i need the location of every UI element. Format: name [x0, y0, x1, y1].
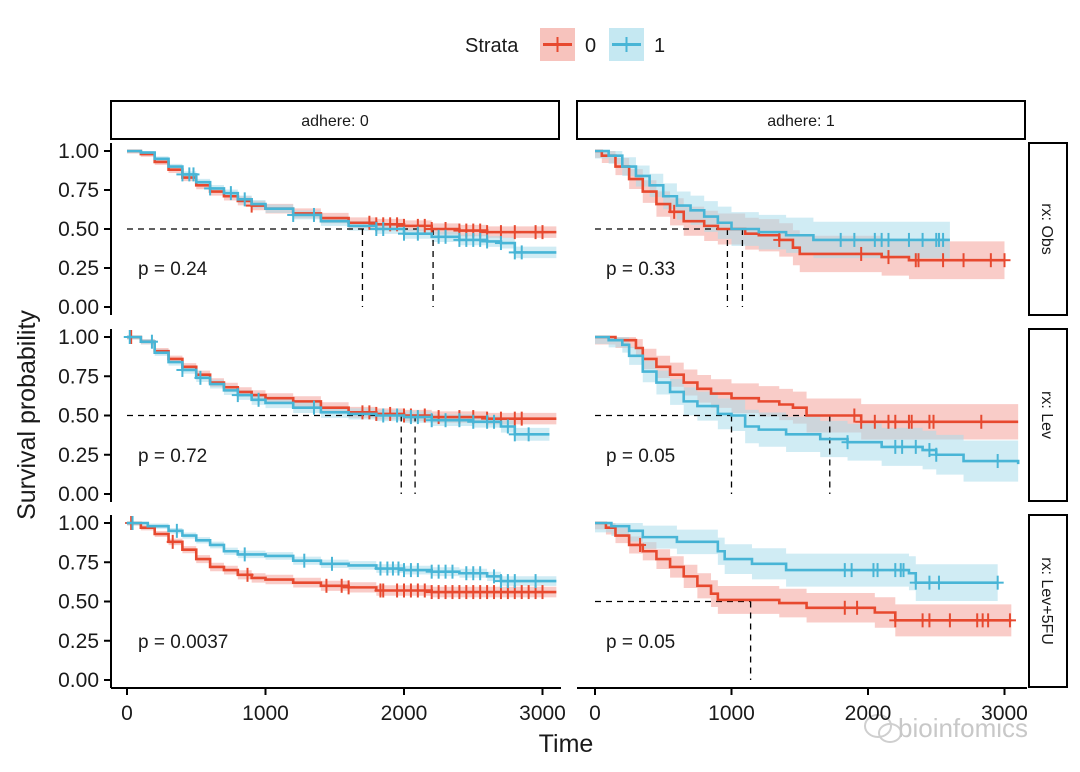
panels: p = 0.24 0.00 0.25 0.50 0.75 1.00 p = 0.33 p = … — [58, 140, 1028, 725]
watermark-text: bioinfomics — [898, 713, 1028, 743]
row-strip-0: rx: Obs — [1028, 142, 1068, 316]
x-tick-label: 0 — [589, 702, 601, 725]
p-value-label: p = 0.05 — [606, 446, 675, 467]
survival-curve-strata-1 — [595, 521, 998, 584]
column-strip-0: adhere: 0 — [110, 100, 560, 140]
ci-band-strata-1 — [127, 523, 557, 586]
wechat-icon — [864, 714, 892, 738]
column-strip-0-box — [110, 100, 560, 140]
x-tick-label: 3000 — [981, 702, 1028, 725]
legend-label-1: 1 — [654, 35, 665, 57]
y-tick-label: 0.50 — [58, 405, 99, 428]
column-strip-1-box — [576, 100, 1026, 140]
y-tick-label: 0.50 — [58, 218, 99, 241]
survival-curve-strata-0 — [595, 149, 1005, 262]
column-strip-1-label: adhere: 1 — [767, 113, 835, 130]
y-tick-label: 1.00 — [58, 140, 99, 163]
panel-r2-c1: p = 0.05 0 1000 2000 3000 — [577, 521, 1028, 725]
column-strip-1: adhere: 1 — [576, 100, 1026, 140]
panel-r2-c0: p = 0.0037 0.00 0.25 0.50 0.75 1.00 0 1000 2000 3… — [58, 512, 566, 725]
y-axis-title: Survival probability — [13, 310, 41, 520]
y-tick-label: 0.25 — [58, 630, 99, 653]
x-tick-label: 1000 — [242, 702, 289, 725]
ci-band-strata-0 — [595, 337, 1019, 440]
survival-curve-strata-0 — [595, 521, 1012, 622]
y-tick-label: 0.50 — [58, 591, 99, 614]
survival-curve-strata-0 — [127, 521, 557, 594]
y-tick-label: 0.00 — [58, 296, 99, 319]
row-strip-2-label: rx: Lev+5FU — [1038, 557, 1055, 645]
survival-curve-strata-1 — [127, 335, 550, 436]
legend-label-0: 0 — [585, 35, 596, 57]
p-value-label: p = 0.33 — [606, 259, 675, 280]
x-tick-label: 2000 — [381, 702, 428, 725]
ci-band-strata-0 — [595, 523, 1012, 637]
survival-curve-strata-1 — [127, 521, 557, 583]
survival-curve-strata-0 — [595, 335, 1019, 424]
ci-band-strata-1 — [595, 151, 950, 259]
ci-band-strata-1 — [127, 151, 557, 259]
panel-r0-c1: p = 0.33 — [595, 149, 1011, 307]
panel-r1-c1: p = 0.05 — [595, 335, 1020, 494]
y-tick-label: 0.25 — [58, 444, 99, 467]
p-value-label: p = 0.0037 — [138, 632, 228, 653]
row-strip-2: rx: Lev+5FU — [1028, 514, 1068, 688]
p-value-label: p = 0.72 — [138, 446, 207, 467]
y-tick-label: 0.25 — [58, 257, 99, 280]
legend-key-1[interactable] — [609, 28, 644, 61]
y-tick-label: 0.75 — [58, 365, 99, 388]
row-strip-1: rx: Lev — [1028, 328, 1068, 502]
x-tick-label: 2000 — [845, 702, 892, 725]
y-tick-label: 0.75 — [58, 551, 99, 574]
panel-r0-c0: p = 0.24 0.00 0.25 0.50 0.75 1.00 — [58, 140, 557, 319]
column-strip-0-label: adhere: 0 — [301, 113, 369, 130]
y-tick-label: 0.75 — [58, 179, 99, 202]
row-strip-2-box — [1028, 514, 1068, 688]
row-strip-1-label: rx: Lev — [1038, 391, 1055, 439]
row-strip-0-box — [1028, 142, 1068, 316]
row-strip-1-box — [1028, 328, 1068, 502]
ci-band-strata-1 — [127, 337, 550, 441]
y-tick-label: 1.00 — [58, 512, 99, 535]
y-tick-label: 0.00 — [58, 669, 99, 692]
wechat-icon-bubble — [878, 723, 902, 743]
survival-curve-strata-1 — [595, 335, 1020, 465]
y-tick-label: 0.00 — [58, 483, 99, 506]
y-tick-label: 1.00 — [58, 326, 99, 349]
x-axis-title: Time — [539, 730, 594, 758]
p-value-label: p = 0.24 — [138, 259, 208, 280]
watermark: bioinfomics — [864, 713, 1028, 743]
survival-curve-strata-1 — [595, 149, 950, 242]
x-tick-label: 1000 — [708, 702, 755, 725]
legend-key-0[interactable] — [540, 28, 575, 61]
survival-curve-strata-0 — [127, 335, 557, 420]
x-tick-label: 3000 — [519, 702, 566, 725]
row-strip-0-label: rx: Obs — [1038, 203, 1055, 255]
legend-title: Strata — [465, 35, 519, 57]
x-tick-label: 0 — [121, 702, 133, 725]
legend: Strata 0 1 — [465, 28, 665, 61]
panel-r1-c0: p = 0.72 0.00 0.25 0.50 0.75 1.00 — [58, 326, 557, 506]
p-value-label: p = 0.05 — [606, 632, 675, 653]
